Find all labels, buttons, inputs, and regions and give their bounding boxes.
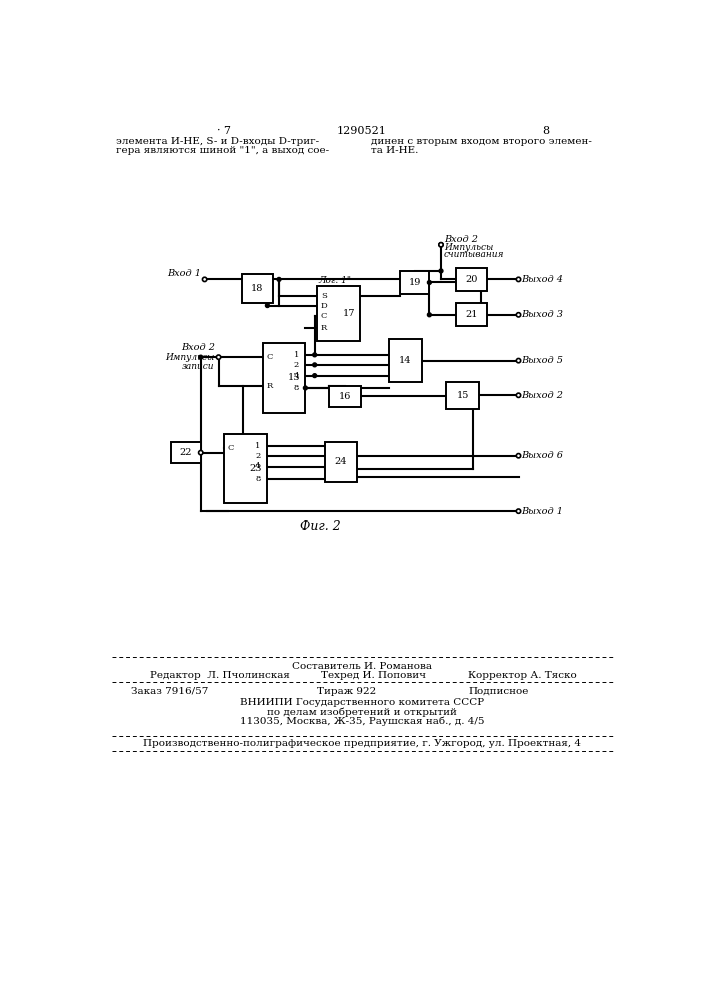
Text: 14: 14 — [399, 356, 411, 365]
Text: Выход 2: Выход 2 — [521, 391, 563, 400]
Circle shape — [439, 243, 443, 247]
Circle shape — [516, 277, 520, 282]
Text: Вход 1: Вход 1 — [167, 269, 201, 278]
Circle shape — [312, 374, 317, 378]
Text: · 7: · 7 — [217, 126, 231, 136]
Circle shape — [303, 386, 308, 390]
Text: Выход 3: Выход 3 — [521, 310, 563, 319]
Text: записи: записи — [182, 362, 215, 371]
Text: Вход 2: Вход 2 — [181, 343, 215, 352]
Text: элемента И-НЕ, S- и D-входы D-триг-: элемента И-НЕ, S- и D-входы D-триг- — [115, 137, 319, 146]
Text: Составитель И. Романова: Составитель И. Романова — [292, 662, 432, 671]
Text: 22: 22 — [180, 448, 192, 457]
Text: 15: 15 — [457, 391, 469, 400]
Text: 8: 8 — [293, 384, 299, 392]
Circle shape — [199, 355, 203, 359]
Text: 1290521: 1290521 — [337, 126, 387, 136]
Bar — [171, 442, 201, 463]
Text: R: R — [267, 382, 273, 390]
Circle shape — [439, 243, 443, 247]
Text: Импульсы: Импульсы — [444, 243, 493, 252]
Text: 2: 2 — [255, 452, 260, 460]
Text: Импульсы: Импульсы — [165, 353, 215, 362]
Text: 8: 8 — [542, 126, 549, 136]
Text: C: C — [321, 312, 327, 320]
Circle shape — [428, 281, 431, 284]
Text: Выход 5: Выход 5 — [521, 356, 563, 365]
Circle shape — [439, 269, 443, 273]
Bar — [325, 442, 357, 482]
Text: D: D — [321, 302, 327, 310]
Text: Вход 2: Вход 2 — [444, 235, 478, 244]
Text: 23: 23 — [250, 464, 262, 473]
Text: 17: 17 — [344, 309, 356, 318]
Circle shape — [516, 358, 520, 363]
Text: ВНИИПИ Государственного комитета СССР: ВНИИПИ Государственного комитета СССР — [240, 698, 484, 707]
Text: Подписное: Подписное — [468, 687, 529, 696]
Text: Выход 1: Выход 1 — [521, 507, 563, 516]
Text: 2: 2 — [293, 361, 299, 369]
Bar — [329, 386, 361, 407]
Text: 19: 19 — [409, 278, 421, 287]
Text: 1: 1 — [255, 442, 260, 450]
Circle shape — [428, 313, 431, 317]
Text: динен с вторым входом второго элемен-: динен с вторым входом второго элемен- — [371, 137, 592, 146]
Bar — [456, 268, 486, 291]
Text: Заказ 7916/57: Заказ 7916/57 — [131, 687, 209, 696]
Text: 20: 20 — [465, 275, 477, 284]
Text: гера являются шиной "1", а выход сое-: гера являются шиной "1", а выход сое- — [115, 146, 329, 155]
Circle shape — [216, 355, 221, 359]
Text: 21: 21 — [465, 310, 477, 319]
Bar — [456, 303, 486, 326]
Text: R: R — [321, 324, 327, 332]
Text: по делам изобретений и открытий: по делам изобретений и открытий — [267, 707, 457, 717]
Bar — [263, 343, 305, 413]
Bar — [317, 286, 360, 341]
Text: 4: 4 — [255, 462, 260, 471]
Text: Лог. 1": Лог. 1" — [319, 276, 351, 285]
Text: 113035, Москва, Ж-35, Раушская наб., д. 4/5: 113035, Москва, Ж-35, Раушская наб., д. … — [240, 717, 484, 726]
Bar — [389, 339, 421, 382]
Bar — [446, 382, 479, 409]
Text: 24: 24 — [335, 457, 347, 466]
Text: Выход 6: Выход 6 — [521, 451, 563, 460]
Text: 1: 1 — [293, 351, 299, 359]
Text: Выход 4: Выход 4 — [521, 275, 563, 284]
Circle shape — [516, 393, 520, 397]
Circle shape — [199, 450, 203, 455]
Text: Тираж 922: Тираж 922 — [317, 687, 376, 696]
Text: C: C — [267, 353, 273, 361]
Bar — [224, 434, 267, 503]
Circle shape — [312, 363, 317, 367]
Text: Производственно-полиграфическое предприятие, г. Ужгород, ул. Проектная, 4: Производственно-полиграфическое предприя… — [143, 739, 581, 748]
Text: та И-НЕ.: та И-НЕ. — [371, 146, 419, 155]
Circle shape — [202, 277, 206, 282]
Text: Техред И. Попович: Техред И. Попович — [321, 671, 426, 680]
Text: S: S — [321, 292, 327, 300]
Circle shape — [516, 509, 520, 513]
Circle shape — [516, 313, 520, 317]
Circle shape — [277, 277, 281, 281]
Text: 13: 13 — [288, 373, 300, 382]
Bar — [400, 271, 429, 294]
Text: 8: 8 — [255, 475, 260, 483]
Text: 16: 16 — [339, 392, 351, 401]
Text: 18: 18 — [251, 284, 264, 293]
Text: считывания: считывания — [444, 250, 505, 259]
Text: 4: 4 — [293, 372, 299, 380]
Text: Фиг. 2: Фиг. 2 — [300, 520, 341, 533]
Text: C: C — [228, 444, 234, 452]
Circle shape — [516, 454, 520, 458]
Circle shape — [312, 353, 317, 357]
Text: Редактор  Л. Пчолинская: Редактор Л. Пчолинская — [151, 671, 291, 680]
Text: Корректор А. Тяско: Корректор А. Тяско — [468, 671, 577, 680]
Bar — [242, 274, 273, 303]
Circle shape — [265, 304, 269, 307]
